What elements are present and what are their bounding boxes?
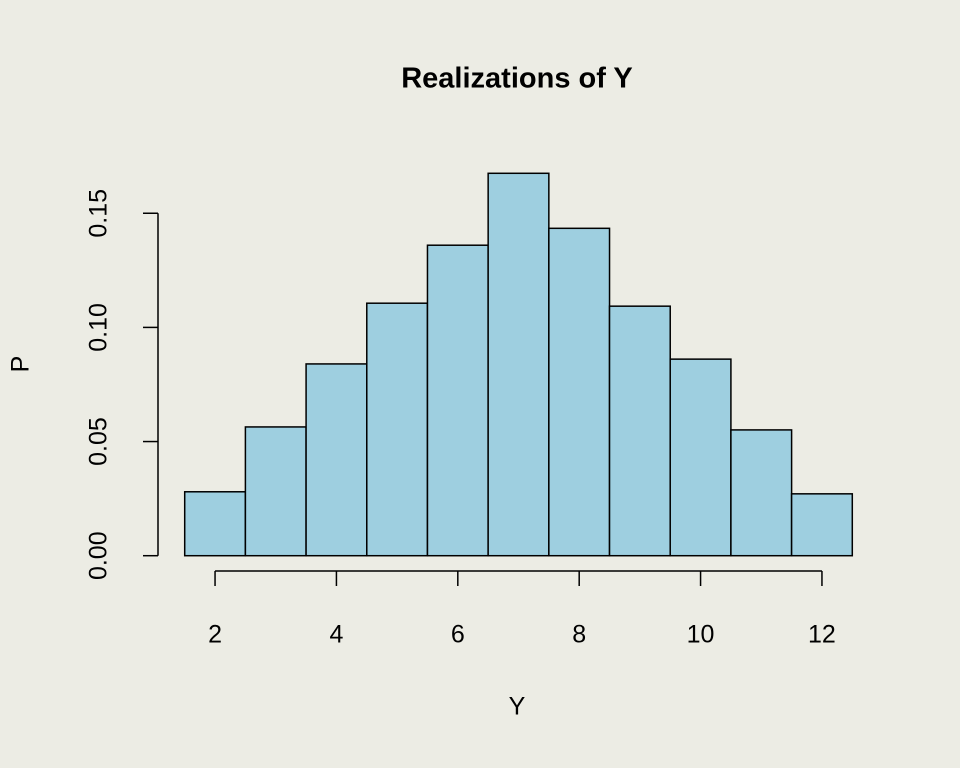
x-axis-label: Y (509, 693, 526, 721)
bar (183, 491, 247, 557)
bar (244, 426, 307, 557)
bar (730, 429, 793, 557)
x-tick-label: 2 (208, 621, 222, 649)
y-tick-label: 0.05 (85, 417, 113, 466)
x-tick-label: 8 (572, 621, 586, 649)
x-tick-label: 12 (808, 621, 836, 649)
bar (366, 302, 429, 557)
bar (608, 305, 671, 557)
y-tick-label: 0.10 (85, 303, 113, 352)
y-axis-label: P (7, 356, 35, 373)
bar (487, 172, 550, 557)
bar (669, 358, 732, 557)
x-tick-label: 10 (687, 621, 715, 649)
bar (548, 227, 611, 557)
bar (790, 493, 854, 557)
x-tick-label: 6 (451, 621, 465, 649)
y-tick-label: 0.15 (85, 189, 113, 238)
bar (426, 244, 489, 557)
chart-title: Realizations of Y (401, 63, 633, 95)
x-tick-label: 4 (329, 621, 343, 649)
bar (305, 363, 368, 557)
y-tick-label: 0.00 (85, 531, 113, 580)
